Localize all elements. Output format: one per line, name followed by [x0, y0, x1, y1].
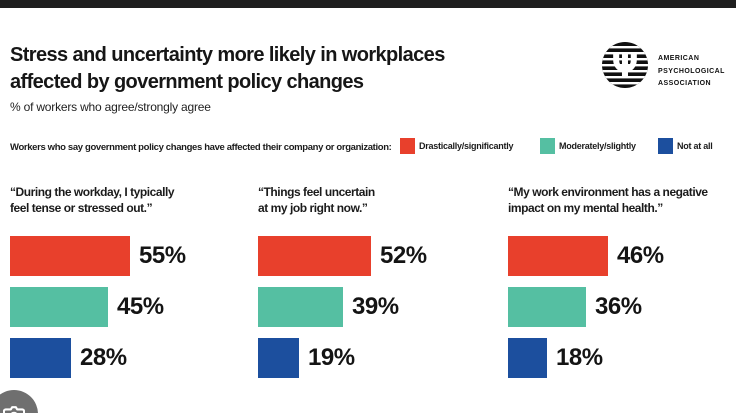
bar-row: 52% [258, 236, 427, 276]
bar-row: 39% [258, 287, 427, 327]
bar-not-at-all [258, 338, 299, 378]
legend-item-drastically-significantly: Drastically/significantly [400, 138, 514, 154]
chart-subtitle: % of workers who agree/strongly agree [10, 100, 211, 114]
bar-moderately-slightly [10, 287, 108, 327]
bar-value-label: 19% [308, 344, 355, 371]
bar-row: 28% [10, 338, 186, 378]
legend-item-label: Moderately/slightly [559, 141, 636, 151]
image-search-lens-button[interactable] [0, 390, 38, 413]
bar-row: 46% [508, 236, 664, 276]
bar-list: 46% 36% 18% [508, 236, 664, 389]
bar-row: 18% [508, 338, 664, 378]
camera-icon [3, 405, 25, 413]
chart-group-2: “Things feel uncertain at my job right no… [258, 184, 498, 378]
question-line: “Things feel uncertain [258, 185, 375, 199]
chart-title-line-1: Stress and uncertainty more likely in wo… [10, 44, 445, 66]
legend-swatch-drastically-significantly [400, 138, 415, 154]
psi-symbol: Ψ [611, 47, 638, 85]
bar-not-at-all [10, 338, 71, 378]
question-line: “My work environment has a negative [508, 185, 708, 199]
chart-title: Stress and uncertainty more likely in wo… [10, 42, 445, 96]
chart-title-line-2: affected by government policy changes [10, 71, 364, 93]
legend-item-label: Drastically/significantly [419, 141, 514, 151]
apa-logo-text-line-3: ASSOCIATION [658, 80, 712, 87]
bar-moderately-slightly [508, 287, 586, 327]
legend-swatch-moderately-slightly [540, 138, 555, 154]
bar-drastically-significantly [258, 236, 371, 276]
question-heading: “During the workday, I typically feel ten… [10, 184, 250, 216]
bar-value-label: 45% [117, 293, 164, 320]
question-heading: “My work environment has a negative impac… [508, 184, 736, 216]
top-bar [0, 0, 736, 8]
bar-value-label: 28% [80, 344, 127, 371]
question-line: impact on my mental health.” [508, 201, 663, 215]
bar-moderately-slightly [258, 287, 343, 327]
apa-logo-text-line-2: PSYCHOLOGICAL [658, 67, 725, 75]
bar-row: 36% [508, 287, 664, 327]
bar-not-at-all [508, 338, 547, 378]
chart-group-3: “My work environment has a negative impac… [508, 184, 736, 378]
legend-item-not-at-all: Not at all [658, 138, 713, 154]
apa-psi-logo-icon: Ψ [602, 42, 648, 88]
bar-value-label: 52% [380, 242, 427, 269]
bar-value-label: 36% [595, 293, 642, 320]
bar-value-label: 39% [352, 293, 399, 320]
bar-row: 55% [10, 236, 186, 276]
apa-logo-text: AMERICAN PSYCHOLOGICAL ASSOCIATION [658, 53, 725, 91]
question-line: feel tense or stressed out.” [10, 201, 153, 215]
bar-value-label: 46% [617, 242, 664, 269]
legend-item-moderately-slightly: Moderately/slightly [540, 138, 636, 154]
legend-label: Workers who say government policy change… [10, 142, 392, 153]
bar-row: 19% [258, 338, 427, 378]
bar-value-label: 55% [139, 242, 186, 269]
bar-row: 45% [10, 287, 186, 327]
legend-swatch-not-at-all [658, 138, 673, 154]
bar-list: 55% 45% 28% [10, 236, 186, 389]
question-line: “During the workday, I typically [10, 185, 175, 199]
bar-drastically-significantly [10, 236, 130, 276]
question-line: at my job right now.” [258, 201, 368, 215]
chart-group-1: “During the workday, I typically feel ten… [10, 184, 250, 378]
bar-drastically-significantly [508, 236, 608, 276]
question-heading: “Things feel uncertain at my job right no… [258, 184, 498, 216]
apa-logo-text-line-1: AMERICAN [658, 55, 700, 62]
bar-value-label: 18% [556, 344, 603, 371]
legend-item-label: Not at all [677, 141, 713, 151]
bar-list: 52% 39% 19% [258, 236, 427, 389]
